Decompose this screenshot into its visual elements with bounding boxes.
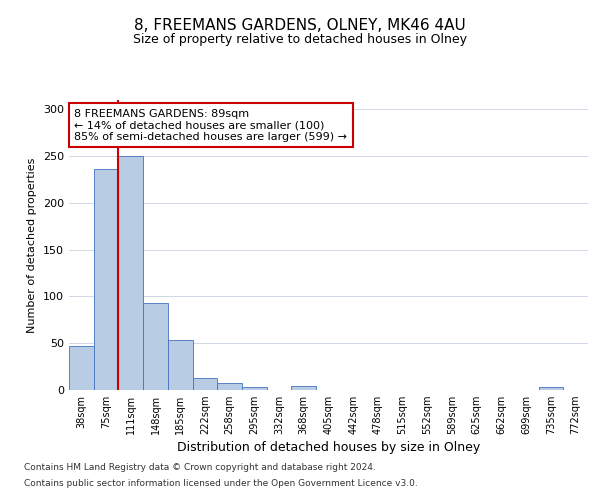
Bar: [217, 382, 242, 390]
X-axis label: Distribution of detached houses by size in Olney: Distribution of detached houses by size …: [177, 442, 480, 454]
Bar: [242, 387, 267, 390]
Bar: [539, 387, 563, 390]
Bar: [94, 169, 118, 390]
Y-axis label: Number of detached properties: Number of detached properties: [28, 158, 37, 332]
Text: Contains public sector information licensed under the Open Government Licence v3: Contains public sector information licen…: [24, 478, 418, 488]
Bar: [118, 156, 143, 390]
Bar: [168, 340, 193, 390]
Text: Size of property relative to detached houses in Olney: Size of property relative to detached ho…: [133, 32, 467, 46]
Bar: [69, 346, 94, 390]
Bar: [143, 303, 168, 390]
Text: 8, FREEMANS GARDENS, OLNEY, MK46 4AU: 8, FREEMANS GARDENS, OLNEY, MK46 4AU: [134, 18, 466, 32]
Bar: [193, 378, 217, 390]
Text: 8 FREEMANS GARDENS: 89sqm
← 14% of detached houses are smaller (100)
85% of semi: 8 FREEMANS GARDENS: 89sqm ← 14% of detac…: [74, 108, 347, 142]
Bar: [292, 386, 316, 390]
Text: Contains HM Land Registry data © Crown copyright and database right 2024.: Contains HM Land Registry data © Crown c…: [24, 464, 376, 472]
